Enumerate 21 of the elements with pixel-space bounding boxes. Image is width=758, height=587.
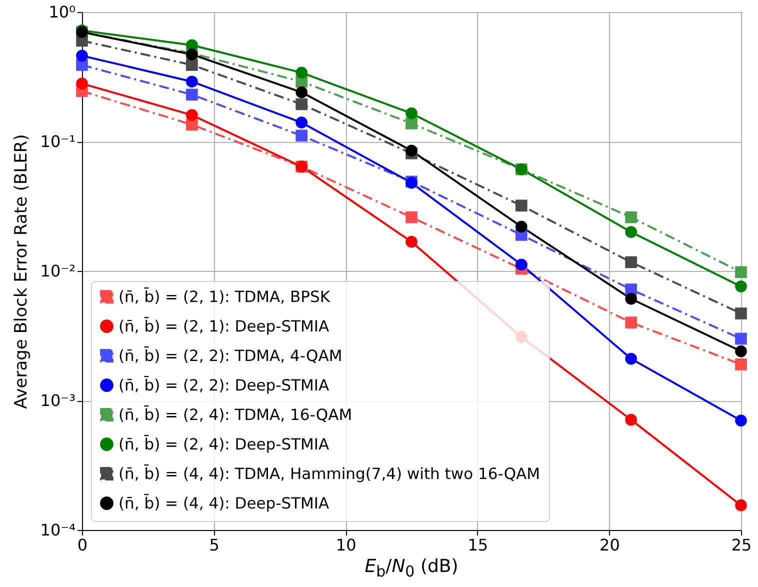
legend-label: (n̄, b̄) = (4, 4): Deep-STMIA [118,493,330,512]
y-tick-label: 10⁰ [48,2,76,22]
legend-label: (n̄, b̄) = (2, 2): TDMA, 4-QAM [118,346,342,365]
legend-label: (n̄, b̄) = (2, 4): TDMA, 16-QAM [118,404,352,424]
legend-label: (n̄, b̄) = (2, 1): Deep-STMIA [118,316,330,336]
y-axis-title: Average Block Error Rate (BLER) [11,134,32,409]
legend-label: (n̄, b̄) = (4, 4): TDMA, Hamming(7,4) with two 16-QAM [118,464,540,483]
x-tick-label: 25 [731,536,752,554]
legend-label: (n̄, b̄) = (2, 2): Deep-STMIA [118,375,330,394]
y-tick-label: 10⁻⁴ [40,520,76,540]
x-tick-label: 0 [77,536,88,554]
x-tick-label: 20 [600,536,620,554]
x-axis-title: E$_{b}$/N$_{0}$ (dB) [364,556,460,581]
legend-label: (n̄, b̄) = (2, 4): Deep-STMIA [118,434,330,454]
y-tick-label: 10⁻³ [40,391,76,410]
y-tick-label: 10⁻¹ [40,132,76,151]
x-tick-label: 5 [209,536,220,554]
y-tick-label: 10⁻² [40,262,76,280]
x-tick-label: 15 [468,536,488,554]
legend-label: (n̄, b̄) = (2, 1): TDMA, BPSK [118,286,331,306]
x-tick-label: 10 [336,536,356,554]
